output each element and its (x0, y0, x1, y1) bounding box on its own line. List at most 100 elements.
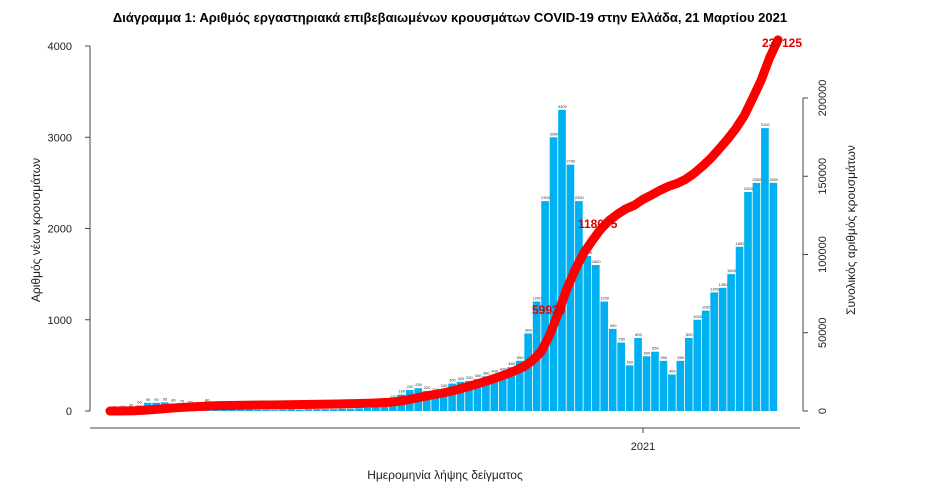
bar-value-label: 90 (146, 397, 151, 402)
bar (736, 247, 744, 411)
bar (651, 352, 659, 411)
bar-value-label: 650 (652, 346, 659, 351)
y-tick-label: 3000 (48, 132, 72, 144)
bar (288, 409, 296, 411)
bar-value-label: 1000 (693, 314, 703, 319)
y-tick-label: 0 (66, 406, 72, 418)
bar (279, 410, 287, 411)
bar-value-label: 850 (525, 327, 532, 332)
bar (550, 137, 558, 411)
annotation-59939: 59939 (532, 303, 566, 317)
bar-value-label: 550 (517, 355, 524, 360)
bar (558, 110, 566, 411)
bar-value-label: 80 (171, 398, 176, 403)
bar (575, 201, 583, 411)
bar (643, 356, 651, 411)
bar (753, 183, 761, 411)
bar (626, 365, 634, 411)
bar-value-label: 320 (458, 376, 465, 381)
bar-value-label: 1350 (719, 282, 729, 287)
bar-value-label: 3300 (558, 104, 568, 109)
bar-value-label: 2400 (744, 186, 754, 191)
bar (660, 361, 668, 411)
y2-tick-label: 0 (817, 408, 829, 414)
annotation-237125: 237125 (762, 36, 802, 50)
bar-value-label: 1500 (727, 268, 737, 273)
bar (262, 410, 270, 411)
bar (600, 302, 608, 412)
bar-value-label: 330 (466, 375, 473, 380)
bar-value-label: 180 (398, 389, 405, 394)
bar-value-label: 1200 (533, 296, 543, 301)
chart-title: Διάγραμμα 1: Αριθμός εργαστηριακά επιβεβ… (113, 10, 787, 25)
bar-value-label: 2300 (541, 195, 551, 200)
bar-value-label: 550 (677, 355, 684, 360)
bar-value-label: 350 (474, 373, 481, 378)
bar-value-label: 1800 (735, 241, 745, 246)
bar (524, 333, 532, 411)
annotation-118075: 118075 (578, 217, 618, 231)
bar (770, 183, 778, 411)
y2-tick-label: 100000 (817, 236, 829, 273)
bar (330, 409, 338, 411)
bar (685, 338, 693, 411)
bar (702, 311, 710, 411)
y2-tick-label: 150000 (817, 158, 829, 195)
bar (592, 265, 600, 411)
y-axis-label: Αριθμός νέων κρουσμάτων (29, 158, 43, 302)
bar-value-label: 90 (154, 397, 159, 402)
bar (634, 338, 642, 411)
y-tick-label: 2000 (48, 224, 72, 236)
bar-value-label: 230 (407, 384, 414, 389)
bar (584, 256, 592, 411)
bar-value-label: 300 (449, 378, 456, 383)
bar (727, 274, 735, 411)
bar-value-label: 3000 (549, 131, 559, 136)
bar (254, 410, 262, 411)
bar-value-label: 480 (508, 361, 515, 366)
bar-value-label: 1600 (592, 259, 602, 264)
bar (617, 343, 625, 411)
bar-value-label: 600 (644, 350, 651, 355)
y-ticks-left: 0 1000 2000 3000 4000 (48, 41, 90, 418)
bar (710, 292, 718, 411)
y2-tick-label: 50000 (817, 317, 829, 348)
bar-value-label: 900 (610, 323, 617, 328)
y-tick-label: 4000 (48, 41, 72, 53)
bar (347, 409, 355, 411)
bar (355, 408, 363, 411)
bar-value-label: 380 (483, 370, 490, 375)
bar-value-label: 2500 (752, 177, 762, 182)
bar (237, 410, 245, 411)
bar (296, 410, 304, 411)
bar-value-label: 1100 (702, 305, 711, 310)
y2-axis-label: Συνολικός αριθμός κρουσμάτων (844, 145, 858, 315)
x-axis-label: Ημερομηνία λήψης δείγματος (367, 468, 523, 482)
bar-value-label: 250 (415, 382, 422, 387)
bar (321, 409, 329, 411)
bar (245, 410, 253, 411)
bar (364, 408, 372, 411)
bar-value-label: 800 (686, 332, 693, 337)
bar-value-label: 220 (424, 385, 431, 390)
bar-value-label: 800 (635, 332, 642, 337)
bar-value-label: 60 (137, 400, 142, 405)
y-tick-label: 1000 (48, 315, 72, 327)
x-tick-label: 2021 (631, 441, 655, 453)
bar (609, 329, 617, 411)
bar-value-label: 2700 (566, 159, 576, 164)
bar-value-label: 2300 (575, 195, 585, 200)
bar (693, 320, 701, 411)
bar-value-label: 1300 (710, 286, 720, 291)
bar-value-label: 500 (627, 359, 634, 364)
bar (744, 192, 752, 411)
bar (719, 288, 727, 411)
bar-value-label: 550 (661, 355, 668, 360)
bar (668, 375, 676, 412)
bar (313, 409, 321, 411)
y-ticks-right: 0 50000 100000 150000 200000 (803, 80, 829, 414)
y2-tick-label: 200000 (817, 80, 829, 117)
bar-value-label: 2500 (769, 177, 779, 182)
